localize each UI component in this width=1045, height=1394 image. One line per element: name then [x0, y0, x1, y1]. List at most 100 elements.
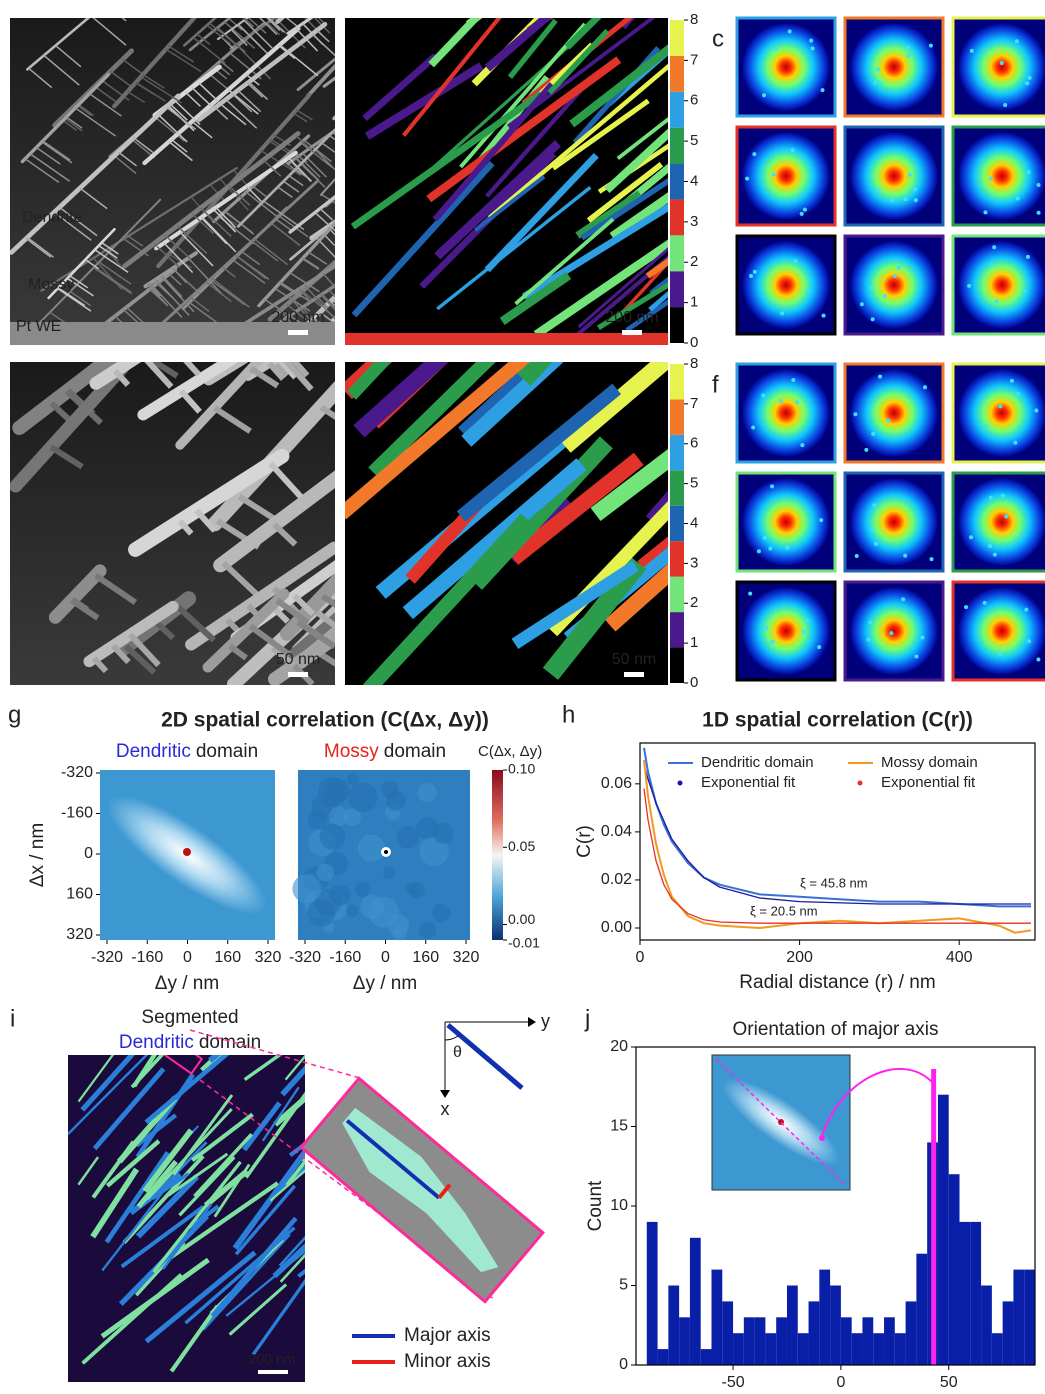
domain-highlight: Mossy [324, 741, 379, 762]
y-tick-label: 10 [610, 1197, 628, 1214]
diffraction-spot [757, 549, 761, 553]
diffraction-spot [1025, 81, 1029, 85]
bar [981, 1286, 992, 1366]
diffraction-halo [958, 369, 1045, 457]
branch [252, 0, 280, 8]
bar [960, 1222, 971, 1365]
colorbar-tick-label: 5 [690, 132, 698, 149]
bar [992, 1333, 1003, 1365]
bar [906, 1301, 917, 1365]
colorbar-segment [670, 56, 684, 92]
y-tick-label: 0.02 [601, 871, 632, 888]
diffraction-spot [998, 652, 1002, 656]
heatmap-texture [405, 883, 418, 896]
diffraction-spot [872, 503, 876, 507]
x-tick-label: -160 [131, 949, 163, 966]
x-tick-label: 0 [636, 949, 645, 966]
diffraction-spot [770, 640, 774, 644]
bar [798, 1333, 809, 1365]
diffraction-spot [1034, 409, 1038, 413]
diffraction-spot [770, 484, 774, 488]
colorbar-tick-label: 8 [690, 355, 698, 372]
colorbar-segment [670, 399, 684, 434]
heatmap-texture [383, 867, 396, 880]
bar [776, 1317, 787, 1365]
diffraction-spot [1037, 211, 1041, 215]
x-tick-label: -320 [91, 949, 123, 966]
diffraction-spot [920, 636, 924, 640]
annotation: ξ = 20.5 nm [750, 903, 818, 918]
bar [809, 1301, 820, 1365]
colorbar-segment [670, 92, 684, 128]
diffraction-spot [817, 645, 821, 649]
colorbar-tick-label: 0 [690, 674, 698, 691]
legend-label: Exponential fit [881, 774, 976, 791]
chart-title: 1D spatial correlation (C(r)) [702, 709, 973, 732]
plot-frame [640, 743, 1035, 940]
heatmap-texture [433, 823, 454, 844]
colorbar-tick-label: -0.01 [508, 935, 540, 951]
panel-letter: i [10, 1005, 15, 1032]
diffraction-spot [1004, 514, 1008, 518]
diffraction-spot [913, 187, 917, 191]
bar [830, 1286, 841, 1366]
figure: abcdefgiDendriteMossyPt WE200 nm50 nm200… [0, 0, 1045, 1394]
diffraction-spot [998, 404, 1002, 408]
scale-bar-label: 200 nm [249, 1351, 296, 1367]
image-label: Pt WE [16, 318, 61, 335]
diffraction-halo [742, 132, 830, 220]
colorbar-segment [670, 435, 684, 470]
bar [722, 1301, 733, 1365]
domain-rest: domain [196, 741, 258, 762]
diffraction-spot [903, 197, 907, 201]
colorbar-tick-label: 8 [690, 11, 698, 28]
colorbar-segment [670, 128, 684, 164]
x-tick-label: 400 [946, 949, 973, 966]
heatmap-texture [360, 895, 384, 919]
diffraction-halo [850, 478, 938, 566]
x-axis-label: Δy / nm [353, 973, 417, 994]
colorbar-tick-label: 3 [690, 213, 698, 230]
diffraction-spot [853, 412, 857, 416]
y-tick-label: 15 [610, 1118, 628, 1135]
branch [357, 0, 377, 8]
branch [348, 0, 367, 12]
heatmap-texture [396, 826, 419, 849]
y-axis-label: Count [585, 1180, 606, 1231]
bar [916, 1254, 927, 1365]
diffraction-spot [873, 81, 877, 85]
diffraction-spot [906, 46, 910, 50]
heatmap-texture [308, 810, 327, 829]
colorbar-tick-label: 6 [690, 435, 698, 452]
diffraction-spot [819, 518, 823, 522]
diffraction-spot [749, 274, 753, 278]
diffraction-spot [889, 631, 893, 635]
panel-title: 2D spatial correlation (C(Δx, Δy)) [161, 709, 489, 732]
diffraction-spot [779, 399, 783, 403]
diffraction-spot [763, 536, 767, 540]
diffraction-spot [1010, 379, 1014, 383]
bar [733, 1333, 744, 1365]
diffraction-spot [748, 592, 752, 596]
x-tick-label: 200 [786, 949, 813, 966]
diffraction-spot [788, 30, 792, 34]
colorbar-tick-label: 7 [690, 395, 698, 412]
heatmap-texture [316, 864, 333, 881]
diffraction-spot [989, 177, 993, 181]
scale-bar [622, 330, 642, 335]
diffraction-spot [1015, 39, 1019, 43]
bar [938, 1095, 949, 1365]
legend-symbol [858, 781, 863, 786]
diffraction-spot [985, 424, 989, 428]
bar [787, 1286, 798, 1366]
diffraction-spot [745, 177, 749, 181]
diffraction-spot [903, 554, 907, 558]
y-tick-label: 0.00 [601, 919, 632, 936]
diffraction-spot [864, 448, 868, 452]
diffraction-halo [850, 23, 938, 111]
y-tick-label: -320 [61, 764, 93, 781]
diffraction-halo [742, 23, 830, 111]
panel-letter: g [8, 701, 21, 728]
x-tick-label: 160 [214, 949, 241, 966]
